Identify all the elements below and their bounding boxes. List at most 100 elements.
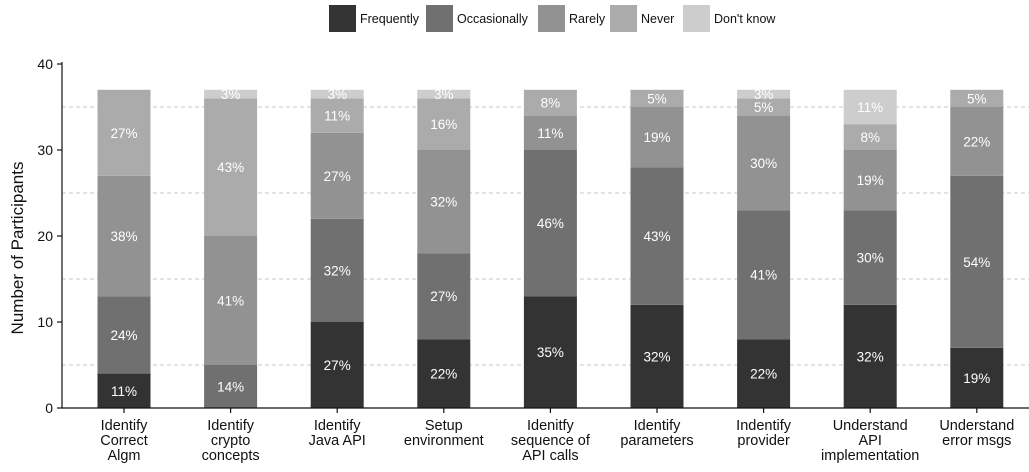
legend-item: Occasionally [426,5,529,32]
y-tick-label: 10 [37,314,53,330]
bar-segment [310,322,364,408]
legend: Frequently Occasionally Rarely Never Don't k… [329,5,776,32]
data-label: 24% [110,328,137,343]
bar-segment [204,365,258,408]
bar-segment [950,175,1004,348]
bar-segment [843,150,897,211]
data-label: 3% [434,87,454,102]
data-label: 5% [647,91,667,106]
bar-segment [737,89,791,99]
data-label: 27% [430,289,457,304]
y-tick-label: 0 [45,400,53,416]
bar-stack: 27% 32% 27% 11% 3% [310,87,364,408]
legend-swatch [610,5,637,32]
bar-segment [737,115,791,211]
bar-segment [737,339,791,408]
data-label: 30% [750,156,777,171]
bar-segment [310,98,364,133]
bar-segment [417,98,471,150]
data-label: 5% [967,91,987,106]
bar-segment [630,107,684,168]
bar-segment [204,236,258,365]
legend-swatch [538,5,565,32]
x-tick-label: Idenitfy sequence of API calls [511,418,591,464]
data-label: 5% [754,100,774,115]
bar-stacks: 11% 24% 38% 27% 14% 41% 43% 3% 27% 32% 27% 11% 3% 22%… [97,87,1004,408]
data-label: 46% [537,216,564,231]
y-tick-label: 40 [37,56,53,72]
bar-segment [737,98,791,116]
bar-stack: 22% 27% 32% 16% 3% [417,87,471,408]
data-label: 38% [110,229,137,244]
bar-segment [843,124,897,150]
bar-segment [310,89,364,99]
data-label: 8% [541,96,561,111]
data-label: 43% [643,229,670,244]
bar-segment [630,167,684,305]
data-label: 27% [324,358,351,373]
data-label: 54% [963,255,990,270]
bar-segment [417,253,471,340]
bar-segment [950,107,1004,176]
legend-item: Rarely [538,5,606,32]
data-label: 8% [860,130,880,145]
x-tick-label: Indentify provider [736,418,792,449]
bar-stack: 11% 24% 38% 27% [97,89,151,408]
data-label: 11% [537,126,563,141]
bar-segment [950,347,1004,408]
axes: Identify Correct Algm Identify crypto concept… [37,56,1029,464]
y-tick-label: 30 [37,142,53,158]
bar-segment [417,89,471,99]
data-label: 16% [430,117,457,132]
data-label: 27% [324,169,351,184]
data-label: 32% [643,349,670,364]
data-label: 3% [221,87,241,102]
bar-stack: 19% 54% 22% 5% [950,89,1004,408]
bar-segment [630,304,684,408]
bar-segment [523,89,577,116]
bar-segment [523,115,577,150]
bar-stack: 32% 30% 19% 8% 11% [843,89,897,408]
data-label: 19% [643,130,670,145]
bar-segment [417,339,471,408]
data-label: 14% [217,380,244,395]
data-label: 3% [754,87,774,102]
x-tick-label: Identify parameters [620,418,693,449]
data-label: 3% [327,87,347,102]
bar-segment [97,175,151,297]
bar-segment [523,150,577,297]
bar-segment [310,218,364,322]
data-label: 11% [324,109,350,124]
data-label: 22% [430,367,457,382]
data-label: 41% [750,268,777,283]
data-label: 41% [217,294,244,309]
data-label: 22% [750,367,777,382]
bar-segment [204,89,258,99]
bar-segment [843,304,897,408]
data-label: 30% [857,251,884,266]
y-axis-label: Number of Participants [8,162,27,335]
x-tick-label: Identify crypto concepts [202,418,260,464]
legend-swatch [426,5,453,32]
x-tick-label: Identify Correct Algm [100,418,148,464]
bar-segment [843,210,897,305]
x-tick-label: Understand API implementation [821,418,919,464]
data-label: 35% [537,345,564,360]
legend-label: Occasionally [457,12,529,26]
legend-label: Don't know [714,12,776,26]
x-tick-label: Identify Java API [309,418,366,449]
data-label: 11% [857,100,883,115]
bar-segment [523,296,577,408]
legend-label: Never [641,12,674,26]
data-label: 43% [217,160,244,175]
x-tick-label: Understand error msgs [939,418,1014,449]
bar-segment [843,89,897,125]
data-label: 32% [857,349,884,364]
data-label: 19% [857,173,884,188]
legend-label: Frequently [360,12,420,26]
bar-stack: 32% 43% 19% 5% [630,89,684,408]
legend-swatch [683,5,710,32]
bar-stack: 35% 46% 11% 8% [523,89,577,408]
legend-item: Never [610,5,674,32]
